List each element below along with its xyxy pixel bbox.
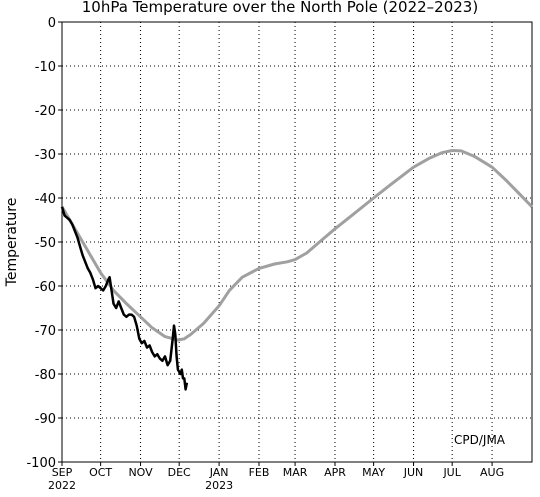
y-tick-label: 0: [48, 16, 56, 31]
plot-frame: [61, 21, 533, 463]
y-tick-label: -20: [35, 104, 56, 119]
y-tick-label: -80: [35, 368, 56, 383]
y-tick-label: -50: [35, 236, 56, 251]
x-tick-label: FEB: [249, 466, 270, 479]
x-tick-label: APR: [324, 466, 346, 479]
series-line: [60, 149, 534, 342]
y-tick-label: -10: [35, 60, 56, 75]
chart-title: 10hPa Temperature over the North Pole (2…: [82, 0, 478, 16]
x-tick-label: SEP: [52, 466, 73, 479]
y-tick-label: -70: [35, 324, 56, 339]
x-tick-label: JUN: [403, 466, 424, 479]
y-tick-label: -100: [26, 456, 56, 471]
x-tick-label: MAY: [362, 466, 385, 479]
year-label: 2022: [48, 479, 76, 492]
x-tick-label: DEC: [168, 466, 191, 479]
y-tick-label: -60: [35, 280, 56, 295]
x-tick-label: AUG: [480, 466, 504, 479]
y-tick-label: -40: [35, 192, 56, 207]
y-axis-label: Temperature: [4, 198, 20, 288]
x-tick-label: MAR: [283, 466, 308, 479]
x-tick-label: NOV: [128, 466, 153, 479]
x-tick-label: JAN: [209, 466, 229, 479]
x-tick-label: JUL: [442, 466, 461, 479]
x-tick-label: OCT: [89, 466, 112, 479]
y-tick-label: -30: [35, 148, 56, 163]
year-label: 2023: [205, 479, 233, 492]
series-line: [60, 206, 189, 391]
annotation: CPD/JMA: [454, 433, 506, 447]
y-tick-label: -90: [35, 412, 56, 427]
